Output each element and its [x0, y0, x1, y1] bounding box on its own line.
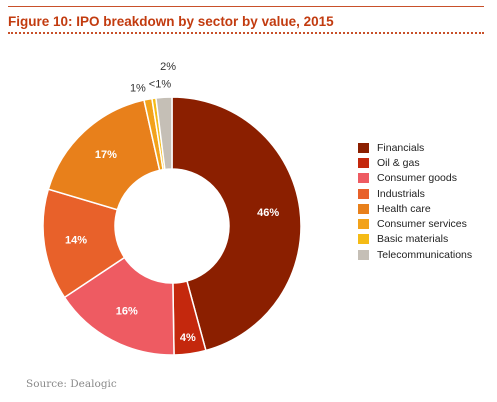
figure-title: Figure 10: IPO breakdown by sector by va…: [8, 14, 334, 29]
legend-label: Industrials: [377, 187, 425, 200]
data-label-health-care: 17%: [95, 149, 117, 161]
legend-label: Consumer goods: [377, 172, 457, 185]
legend-label: Consumer services: [377, 218, 467, 231]
figure-header: Figure 10: IPO breakdown by sector by va…: [8, 0, 484, 36]
legend-item-financials: Financials: [358, 140, 472, 155]
slice-telecommunications: [155, 96, 173, 171]
legend-item-health-care: Health care: [358, 201, 472, 216]
chart-legend: Financials Oil & gas Consumer goods Industr…: [358, 140, 472, 262]
data-label-industrials: 14%: [65, 234, 87, 246]
dotted-rule: [8, 32, 484, 34]
legend-item-oil-and-gas: Oil & gas: [358, 155, 472, 170]
legend-label: Telecommunications: [377, 248, 473, 261]
data-label-consumer-goods: 16%: [116, 306, 138, 318]
data-label-basic-materials: <1%: [149, 78, 172, 90]
legend-label: Basic materials: [377, 233, 449, 246]
legend-swatch: [358, 234, 369, 245]
legend-label: Financials: [377, 141, 425, 154]
legend-swatch: [358, 188, 369, 199]
legend-item-consumer-goods: Consumer goods: [358, 171, 472, 186]
legend-item-consumer-services: Consumer services: [358, 216, 472, 231]
legend-swatch: [358, 249, 369, 260]
legend-swatch: [358, 142, 369, 153]
slice-health-care: [47, 99, 161, 211]
legend-swatch: [358, 173, 369, 184]
data-label-telecommunications: 2%: [160, 61, 176, 73]
slice-financials: [171, 96, 302, 352]
data-label-financials: 46%: [257, 207, 279, 219]
data-label-consumer-services: 1%: [130, 82, 146, 94]
donut-chart: 46% 4% 16% 14% 17% 1% <1% 2%: [42, 61, 302, 356]
legend-swatch: [358, 219, 369, 230]
legend-item-basic-materials: Basic materials: [358, 232, 472, 247]
source-note: Source: Dealogic: [26, 378, 117, 390]
data-label-oil-and-gas: 4%: [180, 332, 196, 344]
legend-item-telecommunications: Telecommunications: [358, 247, 472, 262]
top-rule: [8, 6, 484, 7]
legend-swatch: [358, 157, 369, 168]
legend-swatch: [358, 203, 369, 214]
legend-label: Health care: [377, 202, 431, 215]
legend-item-industrials: Industrials: [358, 186, 472, 201]
legend-label: Oil & gas: [377, 156, 420, 169]
